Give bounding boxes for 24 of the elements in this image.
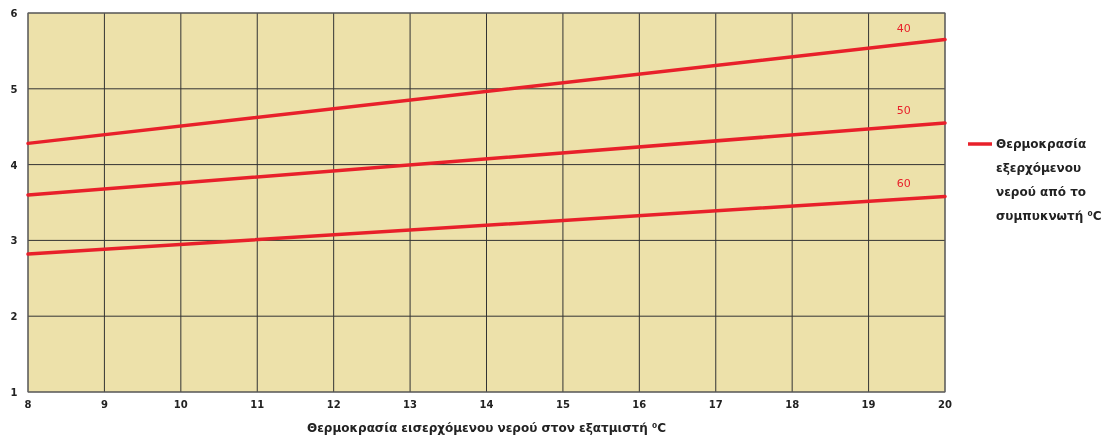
- series-label: 60: [896, 177, 911, 191]
- x-tick-label: 9: [100, 399, 108, 410]
- y-tick-label: 4: [10, 159, 18, 171]
- series-label: 40: [896, 22, 911, 36]
- y-tick-label: 6: [10, 8, 18, 19]
- x-tick-label: 14: [479, 399, 494, 410]
- x-tick-label: 19: [861, 399, 876, 410]
- x-tick-label: 20: [938, 399, 952, 410]
- x-tick-label: 10: [173, 399, 188, 410]
- x-tick-label: 13: [403, 399, 418, 410]
- y-tick-label: 2: [10, 311, 18, 323]
- series-label: 50: [896, 104, 911, 118]
- x-axis-title: Θερμοκρασία εισερχόμενου νερού στον εξατμιστή ⁰C: [306, 421, 667, 435]
- y-tick-label: 3: [10, 235, 18, 247]
- x-tick-label: 16: [632, 399, 647, 410]
- x-tick-label: 15: [555, 399, 570, 410]
- legend-title: Θερμοκρασία εξερχόμενου νερού από το συμπυκνωτή ⁰C: [996, 137, 1102, 223]
- y-tick-label: 5: [10, 83, 18, 95]
- y-tick-label: 1: [10, 387, 18, 398]
- x-tick-label: 18: [785, 399, 800, 410]
- x-tick-label: 8: [24, 399, 32, 410]
- x-tick-label: 17: [708, 399, 723, 410]
- x-tick-label: 11: [250, 399, 265, 410]
- x-tick-label: 12: [326, 399, 341, 410]
